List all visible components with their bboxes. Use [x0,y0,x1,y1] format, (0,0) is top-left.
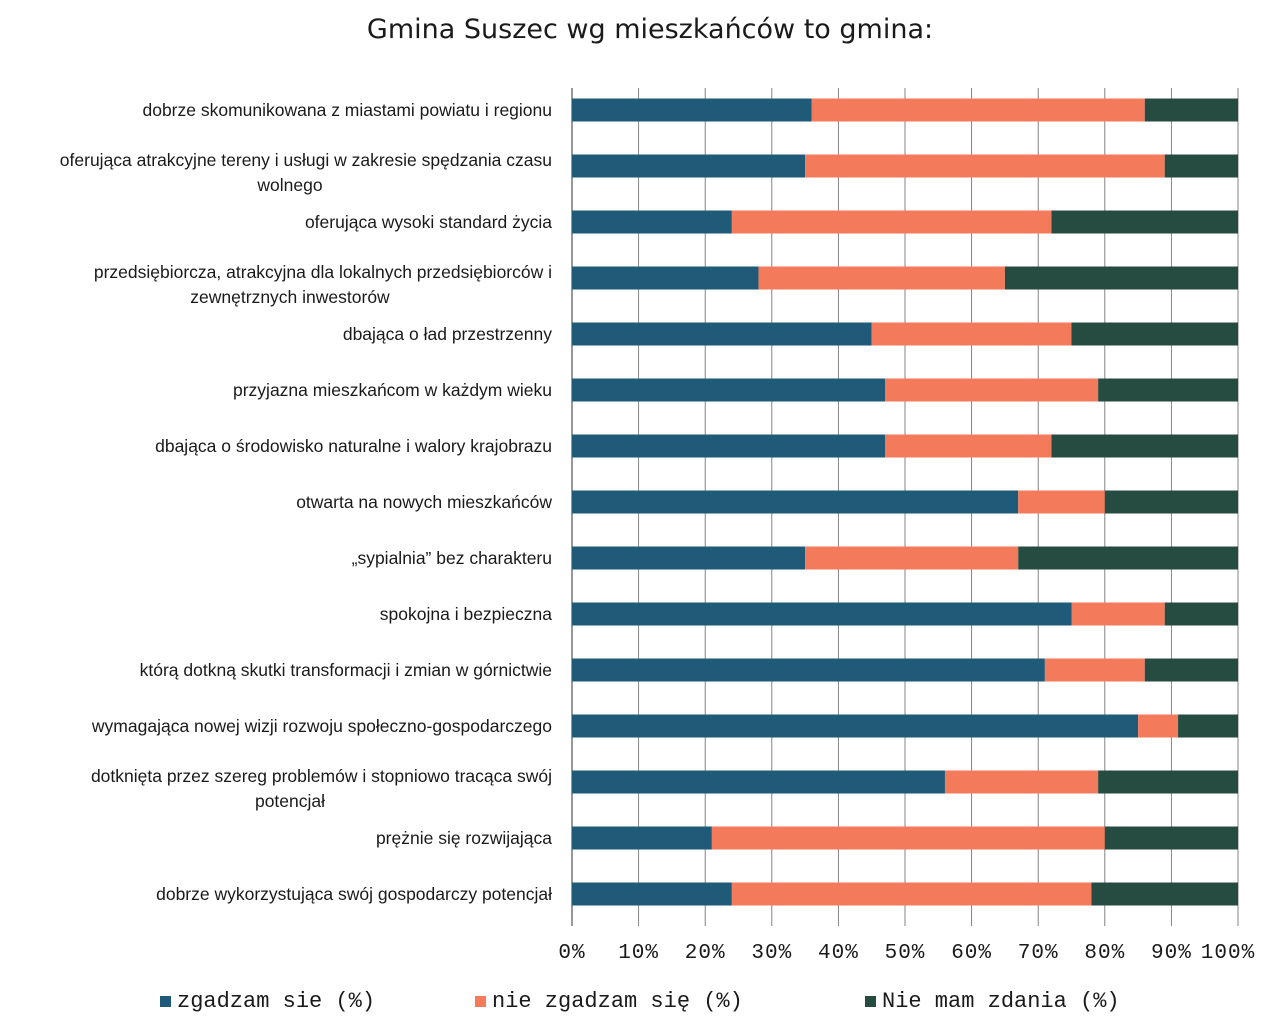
bar-segment-2-row-5 [871,322,1072,346]
category-label: dbająca o środowisko naturalne i walory … [155,436,552,456]
bar-segment-2-row-6 [885,378,1099,402]
legend-swatch [160,996,171,1007]
legend: zgadzam sie (%) nie zgadzam się (%) Nie ma… [160,985,1260,1025]
category-labels: dobrze skomunikowana z miastami powiatu … [60,100,553,904]
bar-segment-3-row-4 [1004,266,1238,290]
bar-segment-2-row-15 [731,882,1092,906]
bar-segment-1-row-5 [572,322,872,346]
bar-segment-3-row-12 [1178,714,1238,738]
category-label: dotknięta przez szereg problemów i stopn… [91,766,552,811]
category-label: „sypialnia” bez charakteru [352,548,552,568]
category-label: oferująca wysoki standard życia [305,212,552,232]
category-label: prężnie się rozwijająca [376,828,552,848]
x-tick-label: 60% [951,942,992,965]
bar-segment-1-row-9 [572,546,806,570]
bar-segment-2-row-12 [1138,714,1179,738]
bar-segment-2-row-8 [1018,490,1105,514]
x-tick-label: 70% [1018,942,1059,965]
bar-segment-3-row-14 [1104,826,1238,850]
category-label: otwarta na nowych mieszkańców [296,492,552,512]
category-label: spokojna i bezpieczna [380,604,552,624]
x-tick-label: 90% [1151,942,1192,965]
category-label: wymagająca nowej wizji rozwoju społeczno… [91,716,552,736]
bar-segment-2-row-13 [944,770,1099,794]
x-tick-labels: 0% 10% 20% 30% 40% 50% 60% 70% 80% 90% 100% [558,942,1255,965]
category-label: przyjazna mieszkańcom w każdym wieku [233,380,552,400]
bar-segment-2-row-14 [711,826,1105,850]
bar-segment-1-row-3 [572,210,732,234]
legend-label: Nie mam zdania (%) [882,989,1120,1014]
category-label: dbająca o ład przestrzenny [343,324,552,344]
x-tick-label: 20% [685,942,726,965]
legend-item: Nie mam zdania (%) [865,989,1120,1014]
x-tick-label: 30% [751,942,792,965]
legend-swatch [865,996,876,1007]
bar-segment-2-row-9 [805,546,1019,570]
bar-segment-1-row-14 [572,826,712,850]
x-tick-label: 80% [1084,942,1125,965]
bar-segment-3-row-11 [1144,658,1238,682]
bar-segment-1-row-10 [572,602,1072,626]
bar-segment-3-row-1 [1144,98,1238,122]
bar-segment-1-row-2 [572,154,806,178]
bar-segment-3-row-10 [1164,602,1238,626]
category-label: dobrze wykorzystująca swój gospodarczy p… [156,884,552,904]
x-tick-label: 0% [558,942,585,965]
bar-segment-2-row-3 [731,210,1052,234]
x-tick-label: 50% [885,942,926,965]
bar-segment-1-row-7 [572,434,886,458]
legend-label: zgadzam sie (%) [177,989,376,1014]
bar-segment-3-row-13 [1098,770,1238,794]
bar-segment-1-row-15 [572,882,732,906]
bar-segment-1-row-1 [572,98,812,122]
x-tick-label: 40% [818,942,859,965]
category-label: przedsiębiorcza, atrakcyjna dla lokalnyc… [94,262,552,307]
legend-swatch [475,996,486,1007]
bar-segment-1-row-6 [572,378,886,402]
chart-title: Gmina Suszec wg mieszkańców to gmina: [366,14,934,45]
bar-segment-3-row-3 [1051,210,1238,234]
bars [572,98,1238,906]
category-label: którą dotkną skutki transformacji i zmia… [140,660,552,680]
bar-segment-2-row-2 [805,154,1165,178]
bar-segment-2-row-4 [758,266,1005,290]
bar-segment-1-row-4 [572,266,759,290]
bar-segment-3-row-9 [1018,546,1238,570]
x-tick-label: 10% [618,942,659,965]
bar-segment-3-row-8 [1104,490,1238,514]
bar-segment-1-row-11 [572,658,1045,682]
legend-item: nie zgadzam się (%) [475,989,743,1014]
bar-segment-3-row-2 [1164,154,1238,178]
bar-segment-1-row-13 [572,770,945,794]
x-tick-label: 100% [1201,942,1255,965]
bar-segment-2-row-11 [1044,658,1145,682]
bar-segment-3-row-15 [1091,882,1238,906]
category-label: dobrze skomunikowana z miastami powiatu … [142,100,552,120]
bar-segment-1-row-12 [572,714,1139,738]
legend-label: nie zgadzam się (%) [492,989,743,1014]
legend-item: zgadzam sie (%) [160,989,375,1014]
bar-segment-2-row-1 [811,98,1145,122]
bar-segment-2-row-7 [885,434,1052,458]
bar-segment-1-row-8 [572,490,1019,514]
bar-segment-3-row-5 [1071,322,1238,346]
bar-segment-3-row-7 [1051,434,1238,458]
bar-segment-2-row-10 [1071,602,1165,626]
bar-segment-3-row-6 [1098,378,1238,402]
category-label: oferująca atrakcyjne tereny i usługi w z… [60,150,552,195]
